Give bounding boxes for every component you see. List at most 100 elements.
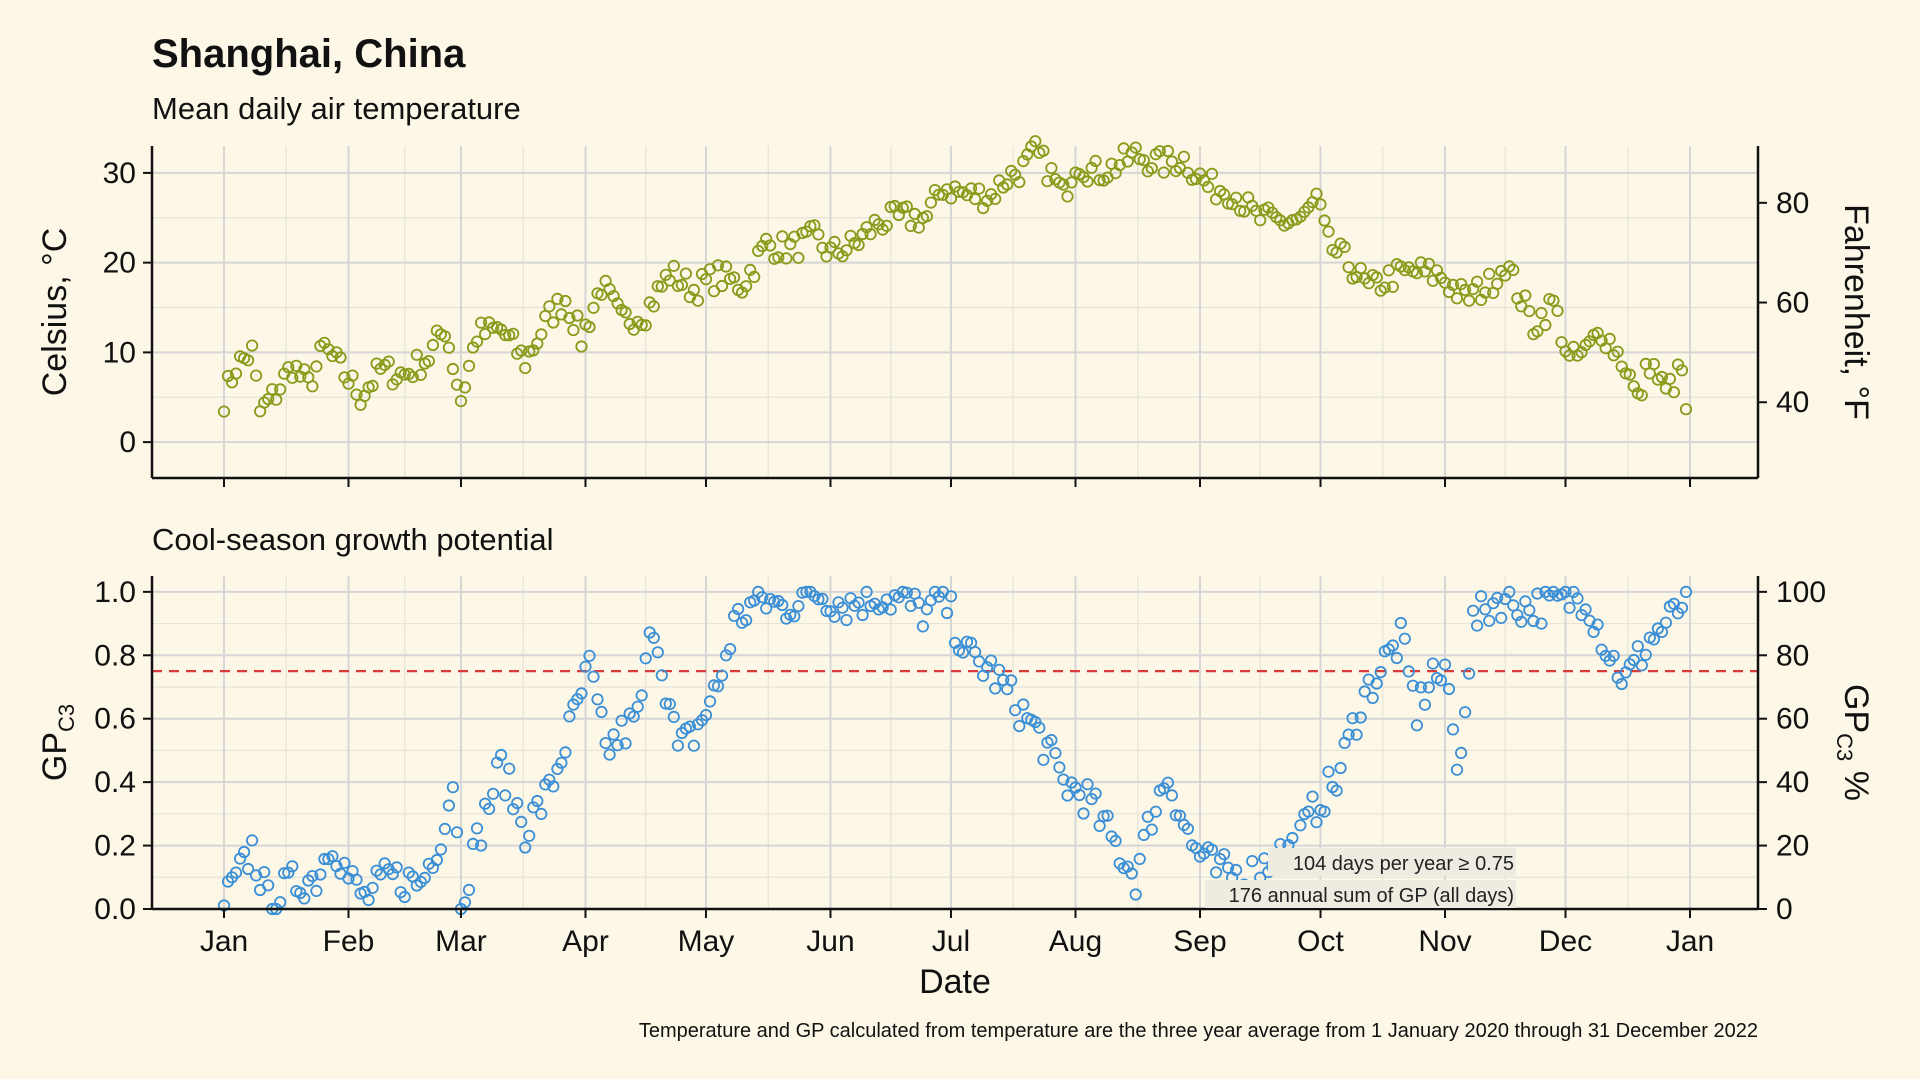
gp-point: [1382, 643, 1395, 656]
gp-point: [904, 599, 917, 613]
gp-point: [258, 865, 271, 879]
gp-point: [1342, 728, 1355, 741]
gp-point: [1346, 712, 1359, 725]
gp-point: [1177, 818, 1191, 832]
gp-point: [916, 620, 930, 633]
gp-point: [1222, 861, 1235, 874]
gp-point: [1017, 698, 1030, 711]
gp-point: [1559, 585, 1572, 599]
temperature-point: [1410, 267, 1424, 280]
gp-point: [310, 884, 323, 898]
temperature-point: [229, 367, 243, 380]
gp-point: [430, 853, 443, 867]
temperature-point: [1531, 325, 1544, 338]
gp-point: [683, 720, 697, 733]
gp-point: [1205, 843, 1219, 856]
temperature-point: [474, 316, 488, 329]
temperature-point: [1310, 187, 1323, 200]
temperature-point: [924, 196, 938, 209]
temperature-point: [760, 232, 773, 245]
temperature-point: [1607, 349, 1620, 362]
gp-point: [486, 787, 500, 800]
gp-point: [282, 866, 295, 879]
gp-y-tick-label-left: 0.6: [94, 703, 136, 736]
temperature-point: [1145, 162, 1158, 175]
gp-point: [1294, 819, 1307, 832]
temperature-point: [1539, 318, 1552, 332]
gp-point: [1133, 852, 1146, 866]
temperature-point: [1459, 283, 1472, 296]
temperature-point: [535, 328, 548, 341]
gp-point: [507, 803, 520, 816]
x-tick-label: Oct: [1297, 925, 1344, 958]
temperature-point: [828, 235, 841, 248]
gp-point: [1483, 614, 1496, 627]
gp-label-main: GP: [36, 732, 74, 781]
x-tick-label: Dec: [1539, 925, 1592, 958]
temperature-point: [1615, 360, 1628, 373]
gp-point: [816, 592, 829, 606]
temperature-point: [1679, 403, 1693, 416]
temperature-point: [1422, 257, 1436, 270]
gp-point: [442, 799, 455, 812]
gp-point: [234, 852, 247, 865]
gp-point: [856, 608, 869, 622]
gp-point: [306, 869, 319, 883]
temperature-point: [1491, 277, 1504, 290]
temperature-point: [1201, 180, 1215, 193]
gp-point: [262, 879, 275, 892]
temperature-point: [559, 294, 572, 308]
temperature-point: [1635, 389, 1648, 402]
temperature-point: [1675, 364, 1689, 377]
x-tick-label: Jan: [1666, 925, 1714, 958]
temperature-point: [780, 252, 793, 265]
gp-point: [1101, 809, 1114, 822]
gp-point: [1081, 778, 1094, 791]
temperature-point: [217, 405, 231, 418]
gp-point: [531, 794, 544, 808]
gp-point: [1210, 866, 1223, 879]
gp-point: [398, 890, 411, 904]
gp-point: [583, 649, 596, 662]
temperature-point: [1342, 261, 1355, 274]
gp-point: [1394, 616, 1407, 630]
gp-point: [338, 856, 351, 869]
gp-point: [1523, 604, 1536, 617]
gp-point: [599, 736, 612, 750]
gp-point: [703, 695, 717, 708]
temperature-point: [1479, 286, 1492, 299]
temperature-point: [655, 280, 668, 293]
footnote: Temperature and GP calculated from tempe…: [639, 1020, 1758, 1042]
gp-point: [1350, 728, 1363, 741]
temperature-point: [1161, 144, 1175, 158]
gp-point: [1129, 888, 1142, 901]
gp-point: [1579, 603, 1592, 616]
temperature-point: [366, 379, 379, 392]
gp-point: [1045, 733, 1058, 747]
gp-point: [940, 606, 954, 620]
gp-point: [1218, 848, 1231, 861]
temperature-point: [583, 320, 596, 334]
temperature-point: [519, 361, 532, 375]
gp-point: [1057, 773, 1070, 786]
gp-point: [1515, 615, 1528, 628]
gp-percent-label-unit: %: [1837, 761, 1875, 801]
gp-point: [956, 646, 970, 659]
temperature-point: [968, 193, 982, 206]
temperature-point: [679, 267, 693, 280]
temperature-y-tick-label-left: 0: [119, 426, 136, 459]
gp-point: [286, 860, 299, 873]
temperature-point: [1089, 154, 1102, 167]
temperature-point: [1061, 190, 1074, 203]
x-tick-label: Feb: [323, 925, 375, 958]
temperature-point: [1623, 368, 1636, 381]
gp-point: [1366, 691, 1379, 705]
annotation-sum-bg: [1205, 880, 1516, 908]
temperature-point: [643, 296, 656, 309]
temperature-point: [1093, 174, 1106, 187]
temperature-point: [1463, 294, 1476, 307]
gp-point: [503, 762, 516, 775]
temperature-point: [880, 219, 893, 232]
gp-point: [1659, 616, 1673, 629]
temperature-point: [1254, 214, 1267, 227]
